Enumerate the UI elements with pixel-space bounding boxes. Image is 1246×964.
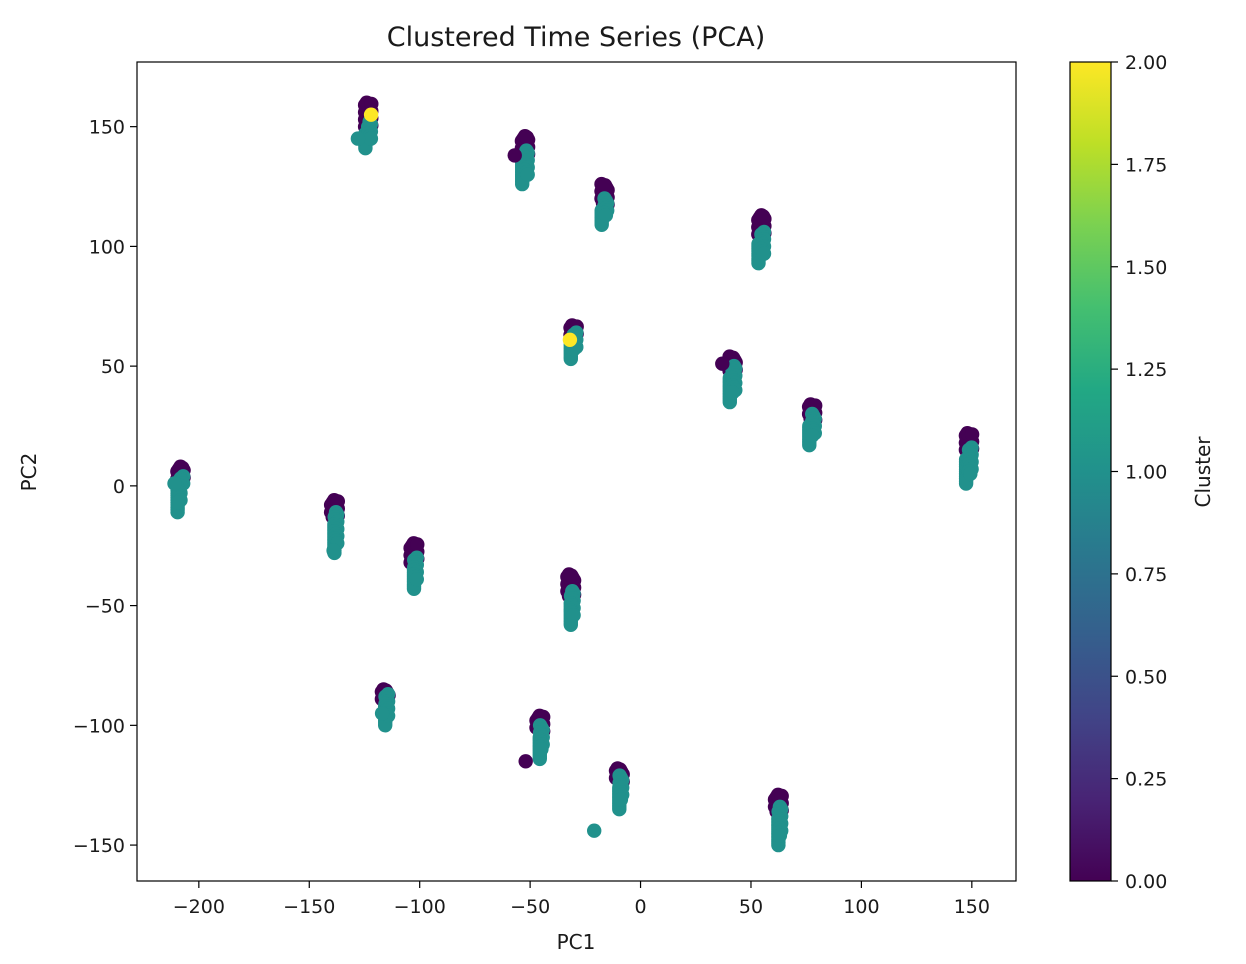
cluster-group-8 bbox=[958, 426, 980, 491]
cluster-group-1 bbox=[357, 95, 379, 156]
colorbar-tick-label: 1.75 bbox=[1125, 154, 1167, 176]
cluster-group-15 bbox=[608, 761, 630, 817]
scatter-point bbox=[534, 742, 549, 757]
chart-title: Clustered Time Series (PCA) bbox=[387, 22, 766, 53]
colorbar bbox=[1069, 61, 1112, 882]
x-tick-label: 100 bbox=[843, 896, 879, 918]
y-tick-label: −50 bbox=[85, 596, 125, 618]
scatter-point bbox=[805, 428, 820, 443]
scatter-point bbox=[725, 385, 740, 400]
cluster-group-10 bbox=[323, 493, 345, 561]
colorbar-tick-label: 1.50 bbox=[1125, 257, 1167, 279]
y-axis-label: PC2 bbox=[17, 453, 41, 492]
colorbar-tick-label: 0.75 bbox=[1125, 564, 1167, 586]
x-axis-label: PC1 bbox=[557, 930, 596, 954]
scatter-point-cluster-1 bbox=[587, 823, 602, 838]
scatter-point bbox=[409, 572, 424, 587]
scatter-point-cluster-2 bbox=[562, 332, 578, 347]
cluster-group-16 bbox=[767, 787, 789, 853]
scatter-point-cluster-0 bbox=[507, 148, 522, 163]
scatter-point bbox=[520, 167, 535, 182]
plot-area-frame bbox=[136, 61, 1017, 882]
scatter-point bbox=[597, 178, 613, 193]
scatter-points bbox=[167, 95, 980, 853]
y-tick-label: 150 bbox=[89, 117, 125, 139]
scatter-point bbox=[964, 427, 980, 442]
scatter-point-cluster-1 bbox=[374, 706, 390, 721]
scatter-point bbox=[598, 208, 614, 223]
y-tick-label: −100 bbox=[73, 715, 125, 737]
cluster-group-3 bbox=[594, 176, 615, 232]
scatter-point bbox=[772, 828, 788, 843]
cluster-group-12 bbox=[560, 567, 582, 632]
y-tick-label: 100 bbox=[89, 236, 125, 258]
colorbar-ticks: 0.00 0.25 0.50 0.75 1.00 1.25 1.50 1.75 2.00 bbox=[1111, 52, 1167, 893]
colorbar-label: Cluster bbox=[1191, 436, 1215, 508]
scatter-point bbox=[963, 466, 978, 482]
y-tick-label: −150 bbox=[73, 835, 125, 857]
cluster-group-2 bbox=[514, 129, 536, 192]
scatter-point bbox=[170, 495, 186, 510]
scatter-point-cluster-1 bbox=[350, 131, 366, 146]
scatter-point bbox=[564, 568, 579, 583]
colorbar-tick-label: 1.00 bbox=[1125, 462, 1167, 484]
x-tick-label: 50 bbox=[739, 896, 763, 918]
scatter-point bbox=[774, 788, 789, 804]
y-tick-label: 50 bbox=[101, 356, 125, 378]
cluster-group-9 bbox=[170, 459, 191, 520]
cluster-group-4 bbox=[751, 208, 772, 271]
scatter-point-cluster-1 bbox=[326, 543, 341, 558]
colorbar-tick-label: 2.00 bbox=[1125, 52, 1167, 74]
scatter-point-cluster-0 bbox=[715, 356, 730, 371]
scatter-point bbox=[519, 130, 534, 145]
cluster-group-7 bbox=[801, 397, 823, 453]
scatter-point bbox=[755, 209, 771, 224]
x-tick-label: −50 bbox=[510, 896, 550, 918]
scatter-point bbox=[363, 131, 379, 146]
x-tick-label: 150 bbox=[954, 896, 990, 918]
scatter-point bbox=[364, 96, 379, 112]
x-tick-label: −100 bbox=[394, 896, 446, 918]
colorbar-tick-label: 0.25 bbox=[1125, 769, 1167, 791]
x-tick-label: −150 bbox=[283, 896, 335, 918]
colorbar-tick-label: 0.50 bbox=[1125, 666, 1167, 688]
x-tick-label: −200 bbox=[173, 896, 225, 918]
y-tick-label: 0 bbox=[113, 476, 125, 498]
scatter-point bbox=[613, 792, 629, 807]
colorbar-tick-label: 1.25 bbox=[1125, 359, 1167, 381]
scatter-point-cluster-0 bbox=[518, 754, 533, 769]
scatter-point-cluster-2 bbox=[363, 107, 379, 122]
scatter-point bbox=[566, 608, 581, 623]
x-tick-label: 0 bbox=[635, 896, 647, 918]
cluster-group-11 bbox=[403, 536, 425, 596]
scatter-point bbox=[330, 494, 345, 509]
scatter-point bbox=[756, 246, 772, 261]
y-axis-ticks: −150 −100 −50 0 50 100 150 bbox=[73, 117, 137, 857]
x-axis-ticks: −200 −150 −100 −50 0 50 100 150 bbox=[173, 881, 990, 918]
scatter-point-cluster-1 bbox=[167, 476, 182, 491]
scatter-point bbox=[410, 537, 425, 552]
cluster-group-14 bbox=[529, 708, 551, 767]
colorbar-tick-label: 0.00 bbox=[1125, 871, 1167, 893]
